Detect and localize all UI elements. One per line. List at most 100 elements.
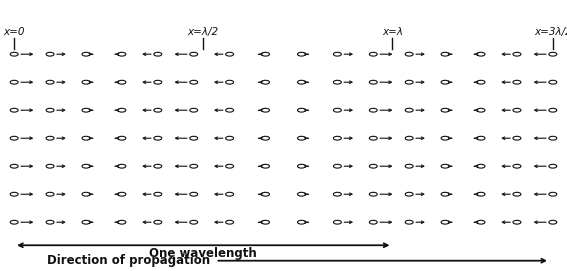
Circle shape (477, 136, 485, 140)
Circle shape (333, 52, 341, 56)
Circle shape (477, 80, 485, 84)
Circle shape (226, 52, 234, 56)
Circle shape (405, 80, 413, 84)
Text: x=λ: x=λ (382, 27, 403, 37)
Circle shape (226, 108, 234, 112)
Circle shape (513, 52, 521, 56)
Circle shape (154, 136, 162, 140)
Circle shape (82, 192, 90, 196)
Circle shape (333, 220, 341, 224)
Circle shape (154, 220, 162, 224)
Text: Direction of propagation: Direction of propagation (46, 254, 210, 267)
Circle shape (118, 80, 126, 84)
Circle shape (369, 220, 377, 224)
Text: x=3λ/2: x=3λ/2 (534, 27, 567, 37)
Circle shape (513, 80, 521, 84)
Circle shape (477, 52, 485, 56)
Circle shape (549, 220, 557, 224)
Circle shape (261, 192, 269, 196)
Circle shape (513, 192, 521, 196)
Circle shape (333, 108, 341, 112)
Circle shape (405, 52, 413, 56)
Circle shape (441, 192, 449, 196)
Circle shape (405, 164, 413, 168)
Circle shape (190, 80, 198, 84)
Circle shape (82, 108, 90, 112)
Circle shape (369, 164, 377, 168)
Circle shape (10, 220, 18, 224)
Circle shape (333, 164, 341, 168)
Circle shape (82, 220, 90, 224)
Circle shape (118, 52, 126, 56)
Circle shape (154, 52, 162, 56)
Circle shape (10, 108, 18, 112)
Circle shape (261, 220, 269, 224)
Circle shape (118, 192, 126, 196)
Circle shape (298, 80, 306, 84)
Circle shape (369, 108, 377, 112)
Circle shape (549, 192, 557, 196)
Circle shape (441, 136, 449, 140)
Circle shape (298, 192, 306, 196)
Circle shape (298, 52, 306, 56)
Circle shape (261, 108, 269, 112)
Circle shape (441, 80, 449, 84)
Circle shape (477, 192, 485, 196)
Circle shape (513, 164, 521, 168)
Circle shape (333, 80, 341, 84)
Circle shape (10, 52, 18, 56)
Circle shape (46, 164, 54, 168)
Circle shape (369, 52, 377, 56)
Circle shape (46, 220, 54, 224)
Circle shape (190, 108, 198, 112)
Circle shape (369, 80, 377, 84)
Circle shape (477, 164, 485, 168)
Circle shape (10, 136, 18, 140)
Circle shape (369, 136, 377, 140)
Circle shape (226, 220, 234, 224)
Circle shape (477, 108, 485, 112)
Circle shape (549, 80, 557, 84)
Circle shape (118, 164, 126, 168)
Circle shape (405, 136, 413, 140)
Circle shape (82, 136, 90, 140)
Text: One wavelength: One wavelength (149, 247, 257, 260)
Circle shape (46, 136, 54, 140)
Circle shape (261, 164, 269, 168)
Circle shape (118, 220, 126, 224)
Circle shape (333, 192, 341, 196)
Circle shape (405, 108, 413, 112)
Text: x=λ/2: x=λ/2 (188, 27, 218, 37)
Circle shape (549, 52, 557, 56)
Circle shape (298, 220, 306, 224)
Circle shape (441, 164, 449, 168)
Circle shape (441, 108, 449, 112)
Circle shape (226, 192, 234, 196)
Circle shape (46, 52, 54, 56)
Circle shape (405, 192, 413, 196)
Circle shape (82, 52, 90, 56)
Circle shape (441, 220, 449, 224)
Circle shape (10, 164, 18, 168)
Circle shape (226, 164, 234, 168)
Circle shape (261, 52, 269, 56)
Circle shape (82, 80, 90, 84)
Circle shape (298, 136, 306, 140)
Circle shape (261, 136, 269, 140)
Circle shape (190, 136, 198, 140)
Circle shape (154, 192, 162, 196)
Circle shape (46, 80, 54, 84)
Circle shape (10, 80, 18, 84)
Circle shape (154, 108, 162, 112)
Circle shape (261, 80, 269, 84)
Circle shape (10, 192, 18, 196)
Circle shape (118, 136, 126, 140)
Circle shape (441, 52, 449, 56)
Circle shape (549, 108, 557, 112)
Circle shape (190, 192, 198, 196)
Text: x=0: x=0 (3, 27, 25, 37)
Circle shape (154, 164, 162, 168)
Circle shape (513, 220, 521, 224)
Circle shape (46, 192, 54, 196)
Circle shape (333, 136, 341, 140)
